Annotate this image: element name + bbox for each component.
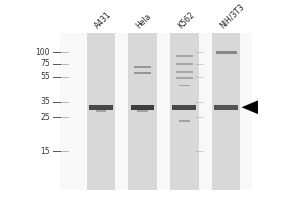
Bar [176,63,193,65]
Text: A431: A431 [93,10,113,31]
Bar [172,105,196,110]
Text: Hela: Hela [135,12,153,31]
Bar [212,33,240,190]
Text: 100: 100 [35,48,50,57]
Bar [89,105,113,110]
Bar [176,77,193,79]
Bar [86,33,115,190]
Bar [137,110,148,112]
Bar [134,66,151,68]
Bar [130,105,154,110]
Bar [170,33,199,190]
Text: 15: 15 [40,147,50,156]
Bar [176,71,193,73]
Text: NIH/3T3: NIH/3T3 [218,2,246,31]
Text: 75: 75 [40,59,50,68]
Polygon shape [242,100,258,114]
Text: K562: K562 [176,10,196,31]
Bar [179,85,190,86]
Bar [214,105,238,110]
Text: 25: 25 [40,113,50,122]
Text: 55: 55 [40,72,50,81]
Bar [60,33,251,190]
Bar [128,33,157,190]
Bar [95,110,106,112]
Bar [179,120,190,122]
Bar [134,72,151,74]
Text: 35: 35 [40,97,50,106]
Bar [216,51,237,54]
Bar [176,55,193,57]
